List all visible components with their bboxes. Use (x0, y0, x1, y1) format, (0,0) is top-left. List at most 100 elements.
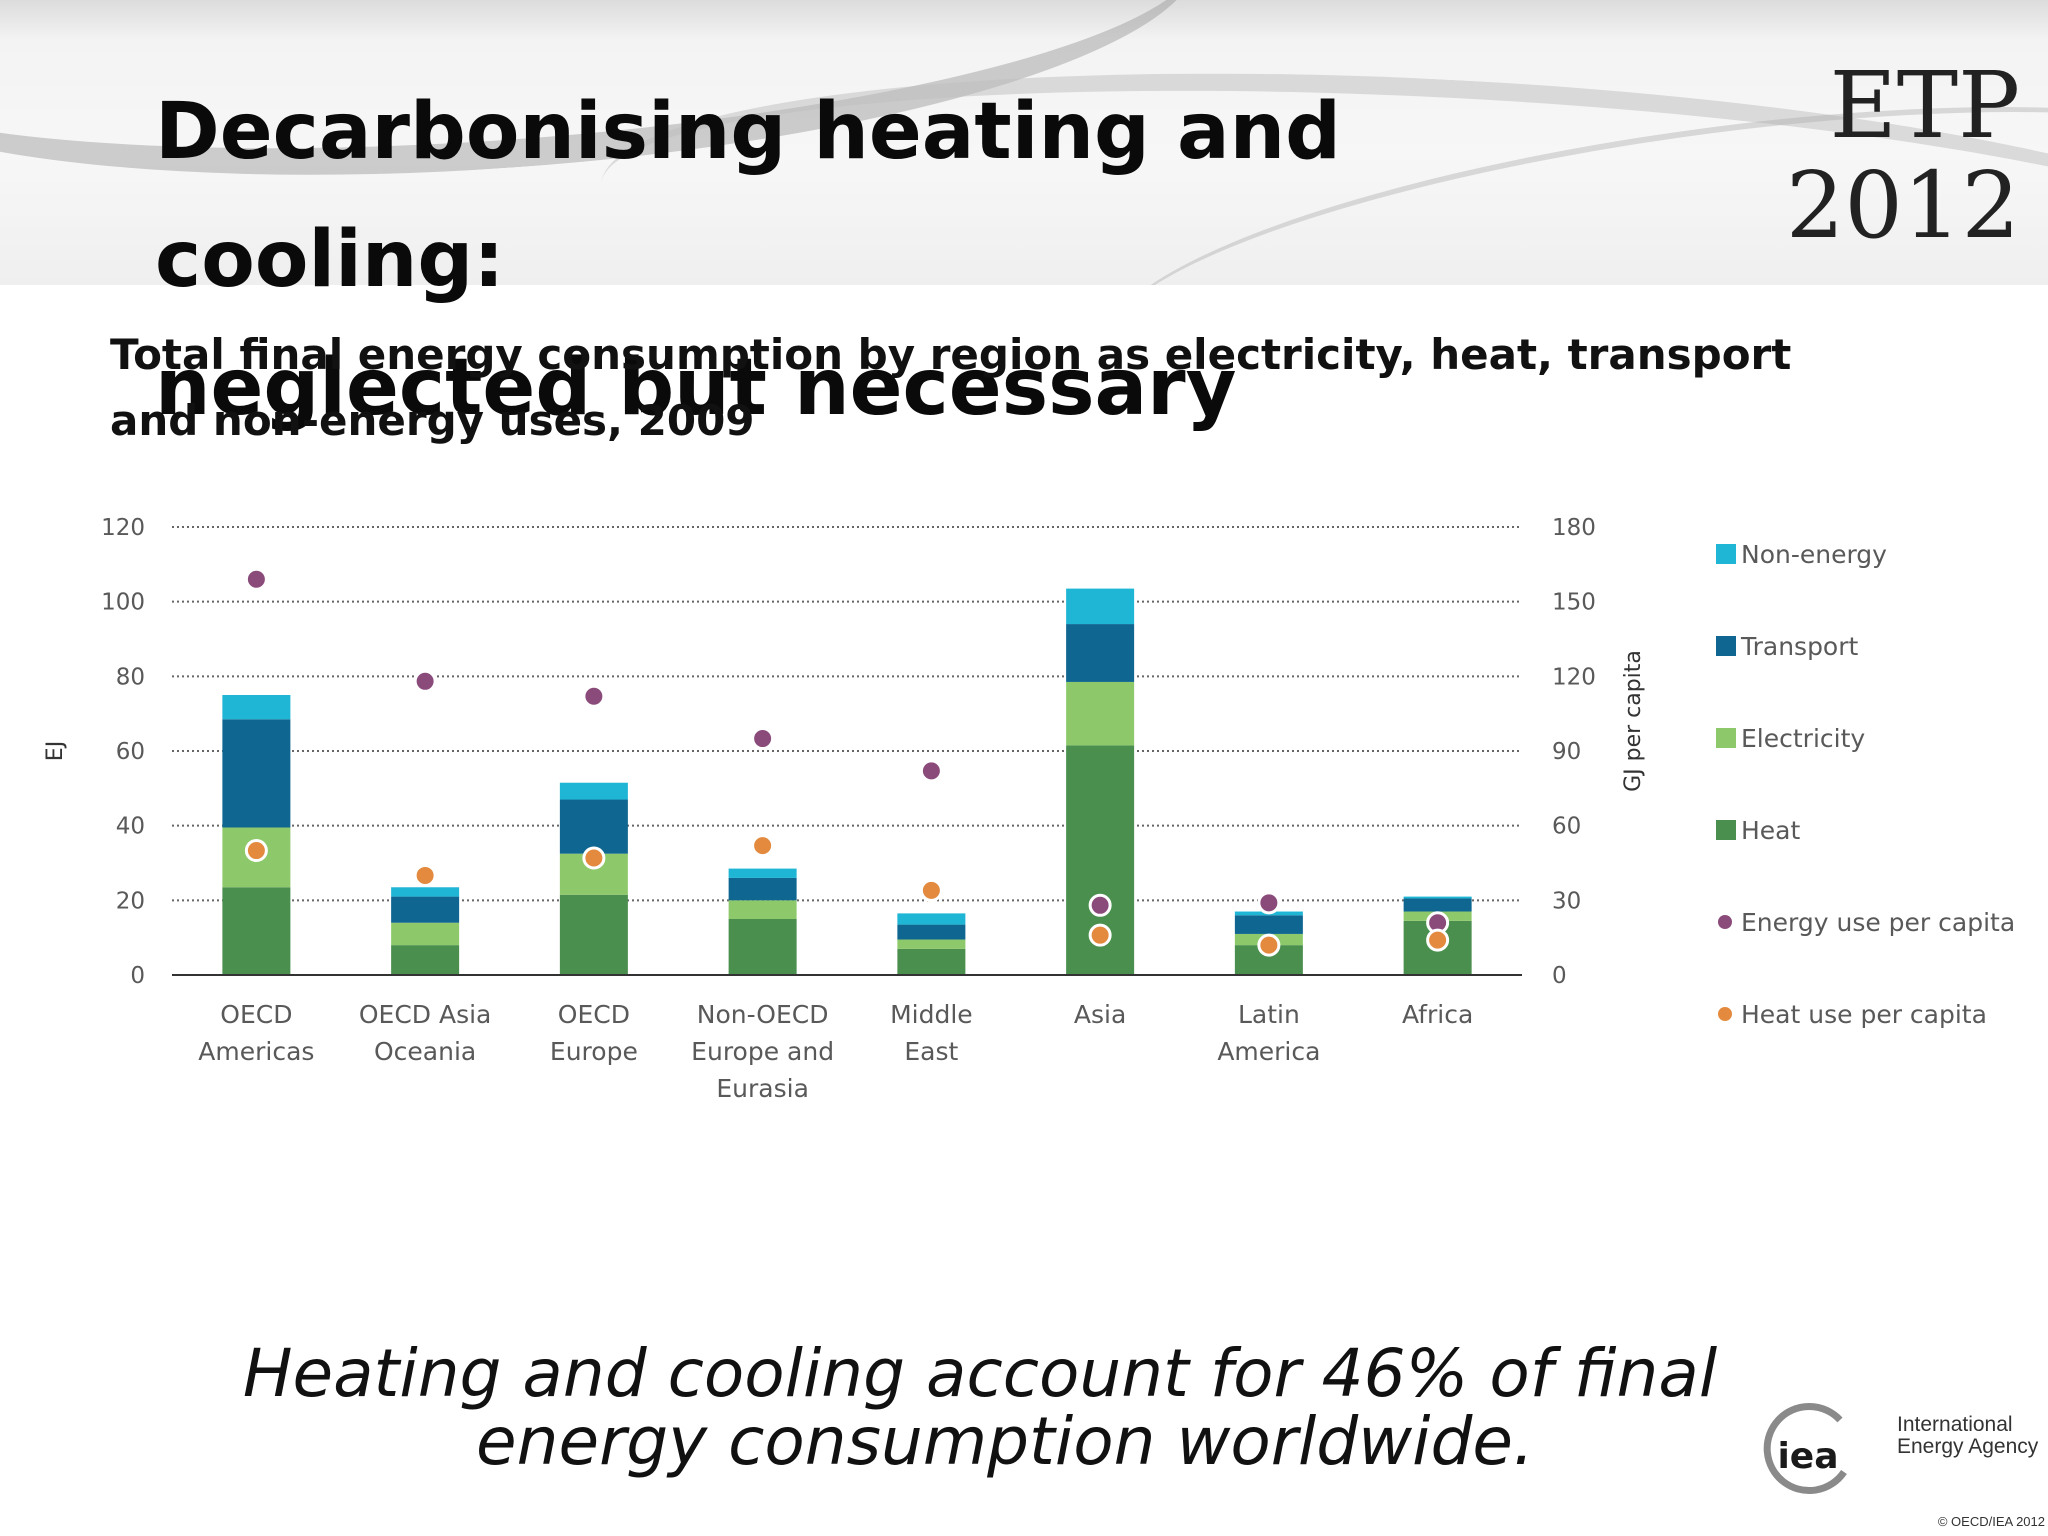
bar-segment-electricity (391, 922, 460, 946)
axes: 0 20 40 60 80 100 120 0 30 60 90 120 150 180 EJ GJ per … (43, 515, 1646, 1103)
bar-segment-transport (1403, 898, 1472, 912)
point-heat-use-per-capita (919, 878, 943, 902)
legend-swatch (1716, 544, 1736, 564)
bar-segment-non-energy (728, 868, 797, 878)
bar-segment-non-energy (897, 913, 966, 925)
x-category-label: East (904, 1037, 958, 1066)
point-heat-use-per-capita (413, 863, 437, 887)
bar-segment-heat (391, 945, 460, 975)
legend-label: Non-energy (1741, 540, 1887, 569)
x-category-label: Eurasia (716, 1074, 809, 1103)
legend-label: Electricity (1741, 724, 1865, 753)
bar-segment-transport (222, 719, 291, 828)
bar-segment-transport (559, 799, 628, 854)
caption: Heating and cooling account for 46% of f… (230, 1340, 1730, 1476)
point-heat-use-per-capita (1088, 923, 1112, 947)
y-tick-label: 100 (101, 590, 145, 616)
bar-segment-heat (728, 919, 797, 975)
x-category-label: OECD (558, 1000, 630, 1029)
x-category-label: Europe and (691, 1037, 834, 1066)
y2-tick-label: 150 (1552, 590, 1596, 616)
points (244, 567, 1450, 957)
legend-marker (1718, 1007, 1732, 1021)
bar-segment-transport (1066, 624, 1135, 682)
bar-segment-transport (728, 877, 797, 901)
y-tick-label: 80 (116, 664, 145, 690)
y2-tick-label: 120 (1552, 664, 1596, 690)
y-tick-label: 60 (116, 739, 145, 765)
bar-segment-transport (1234, 915, 1303, 934)
caption-line: energy consumption worldwide. (476, 1403, 1534, 1480)
legend-swatch (1716, 820, 1736, 840)
etp-badge-line: ETP (1829, 52, 2020, 159)
bar-segment-non-energy (222, 695, 291, 720)
header-background (0, 0, 2048, 285)
y-tick-label: 40 (116, 814, 145, 840)
x-category-label: OECD (220, 1000, 292, 1029)
point-heat-use-per-capita (1426, 928, 1450, 952)
bar-segment-non-energy (1066, 588, 1135, 625)
x-category-label: Americas (198, 1037, 314, 1066)
chart: 0 20 40 60 80 100 120 0 30 60 90 120 150 180 EJ GJ per … (43, 515, 2015, 1103)
legend-label: Heat (1741, 816, 1800, 845)
legend-label: Heat use per capita (1741, 1000, 1987, 1029)
y-tick-label: 0 (130, 963, 145, 989)
gridlines (172, 526, 1522, 902)
copyright-notice: © OECD/IEA 2012 (1937, 1514, 2045, 1529)
point-energy-use-per-capita (244, 567, 268, 591)
etp-badge: ETP 2012 (1720, 56, 2020, 256)
bar-segment-heat (222, 887, 291, 975)
point-energy-use-per-capita (751, 727, 775, 751)
x-category-label: Non-OECD (697, 1000, 829, 1029)
caption-line: Heating and cooling account for 46% of f… (242, 1335, 1718, 1412)
legend-label: Energy use per capita (1741, 908, 2015, 937)
point-energy-use-per-capita (1257, 891, 1281, 915)
legend-swatch (1716, 636, 1736, 656)
y-tick-label: 120 (101, 515, 145, 541)
x-category-label: America (1217, 1037, 1320, 1066)
point-heat-use-per-capita (582, 846, 606, 870)
slide-title: Decarbonising heating and cooling: negle… (155, 68, 1715, 452)
y2-tick-label: 90 (1552, 739, 1581, 765)
bar-segment-electricity (728, 900, 797, 919)
organization-name-line: International (1897, 1413, 2013, 1436)
x-category-label: OECD Asia (359, 1000, 492, 1029)
bar-segment-non-energy (391, 887, 460, 897)
bar-segment-transport (391, 896, 460, 923)
x-category-label: Latin (1238, 1000, 1300, 1029)
iea-logo-text: iea (1777, 1436, 1838, 1477)
y-axis-title: EJ (43, 741, 68, 761)
x-category-label: Middle (890, 1000, 973, 1029)
slide-title-line: Decarbonising heating and cooling: (155, 87, 1341, 305)
point-energy-use-per-capita (1088, 893, 1112, 917)
x-category-label: Europe (550, 1037, 638, 1066)
bar-segment-electricity (897, 939, 966, 949)
bar-segment-heat (559, 894, 628, 975)
organization-name: International Energy Agency (1897, 1414, 2047, 1458)
bar-segment-non-energy (559, 782, 628, 800)
point-energy-use-per-capita (582, 684, 606, 708)
point-energy-use-per-capita (919, 759, 943, 783)
y-tick-label: 20 (116, 888, 145, 914)
organization-name-line: Energy Agency (1897, 1435, 2039, 1458)
legend-marker (1718, 915, 1732, 929)
y2-tick-label: 0 (1552, 963, 1567, 989)
y2-tick-label: 180 (1552, 515, 1596, 541)
iea-logo-icon: iea (1763, 1403, 1847, 1494)
slide-title-line: neglected but necessary (155, 343, 1237, 433)
chart-title-line: Total final energy consumption by region… (110, 330, 1792, 379)
point-heat-use-per-capita (751, 834, 775, 858)
y2-tick-label: 60 (1552, 814, 1581, 840)
point-heat-use-per-capita (244, 839, 268, 863)
y2-tick-label: 30 (1552, 888, 1581, 914)
bar-segment-non-energy (1403, 896, 1472, 899)
bars (222, 588, 1472, 975)
legend: Non-energy Transport Electricity Heat Energy… (1716, 540, 2015, 1029)
etp-badge-line: 2012 (1785, 152, 2020, 259)
chart-title: Total final energy consumption by region… (110, 322, 1810, 454)
point-energy-use-per-capita (413, 669, 437, 693)
bar-segment-transport (897, 924, 966, 940)
x-category-label: Africa (1402, 1000, 1473, 1029)
legend-swatch (1716, 728, 1736, 748)
x-category-label: Oceania (374, 1037, 476, 1066)
